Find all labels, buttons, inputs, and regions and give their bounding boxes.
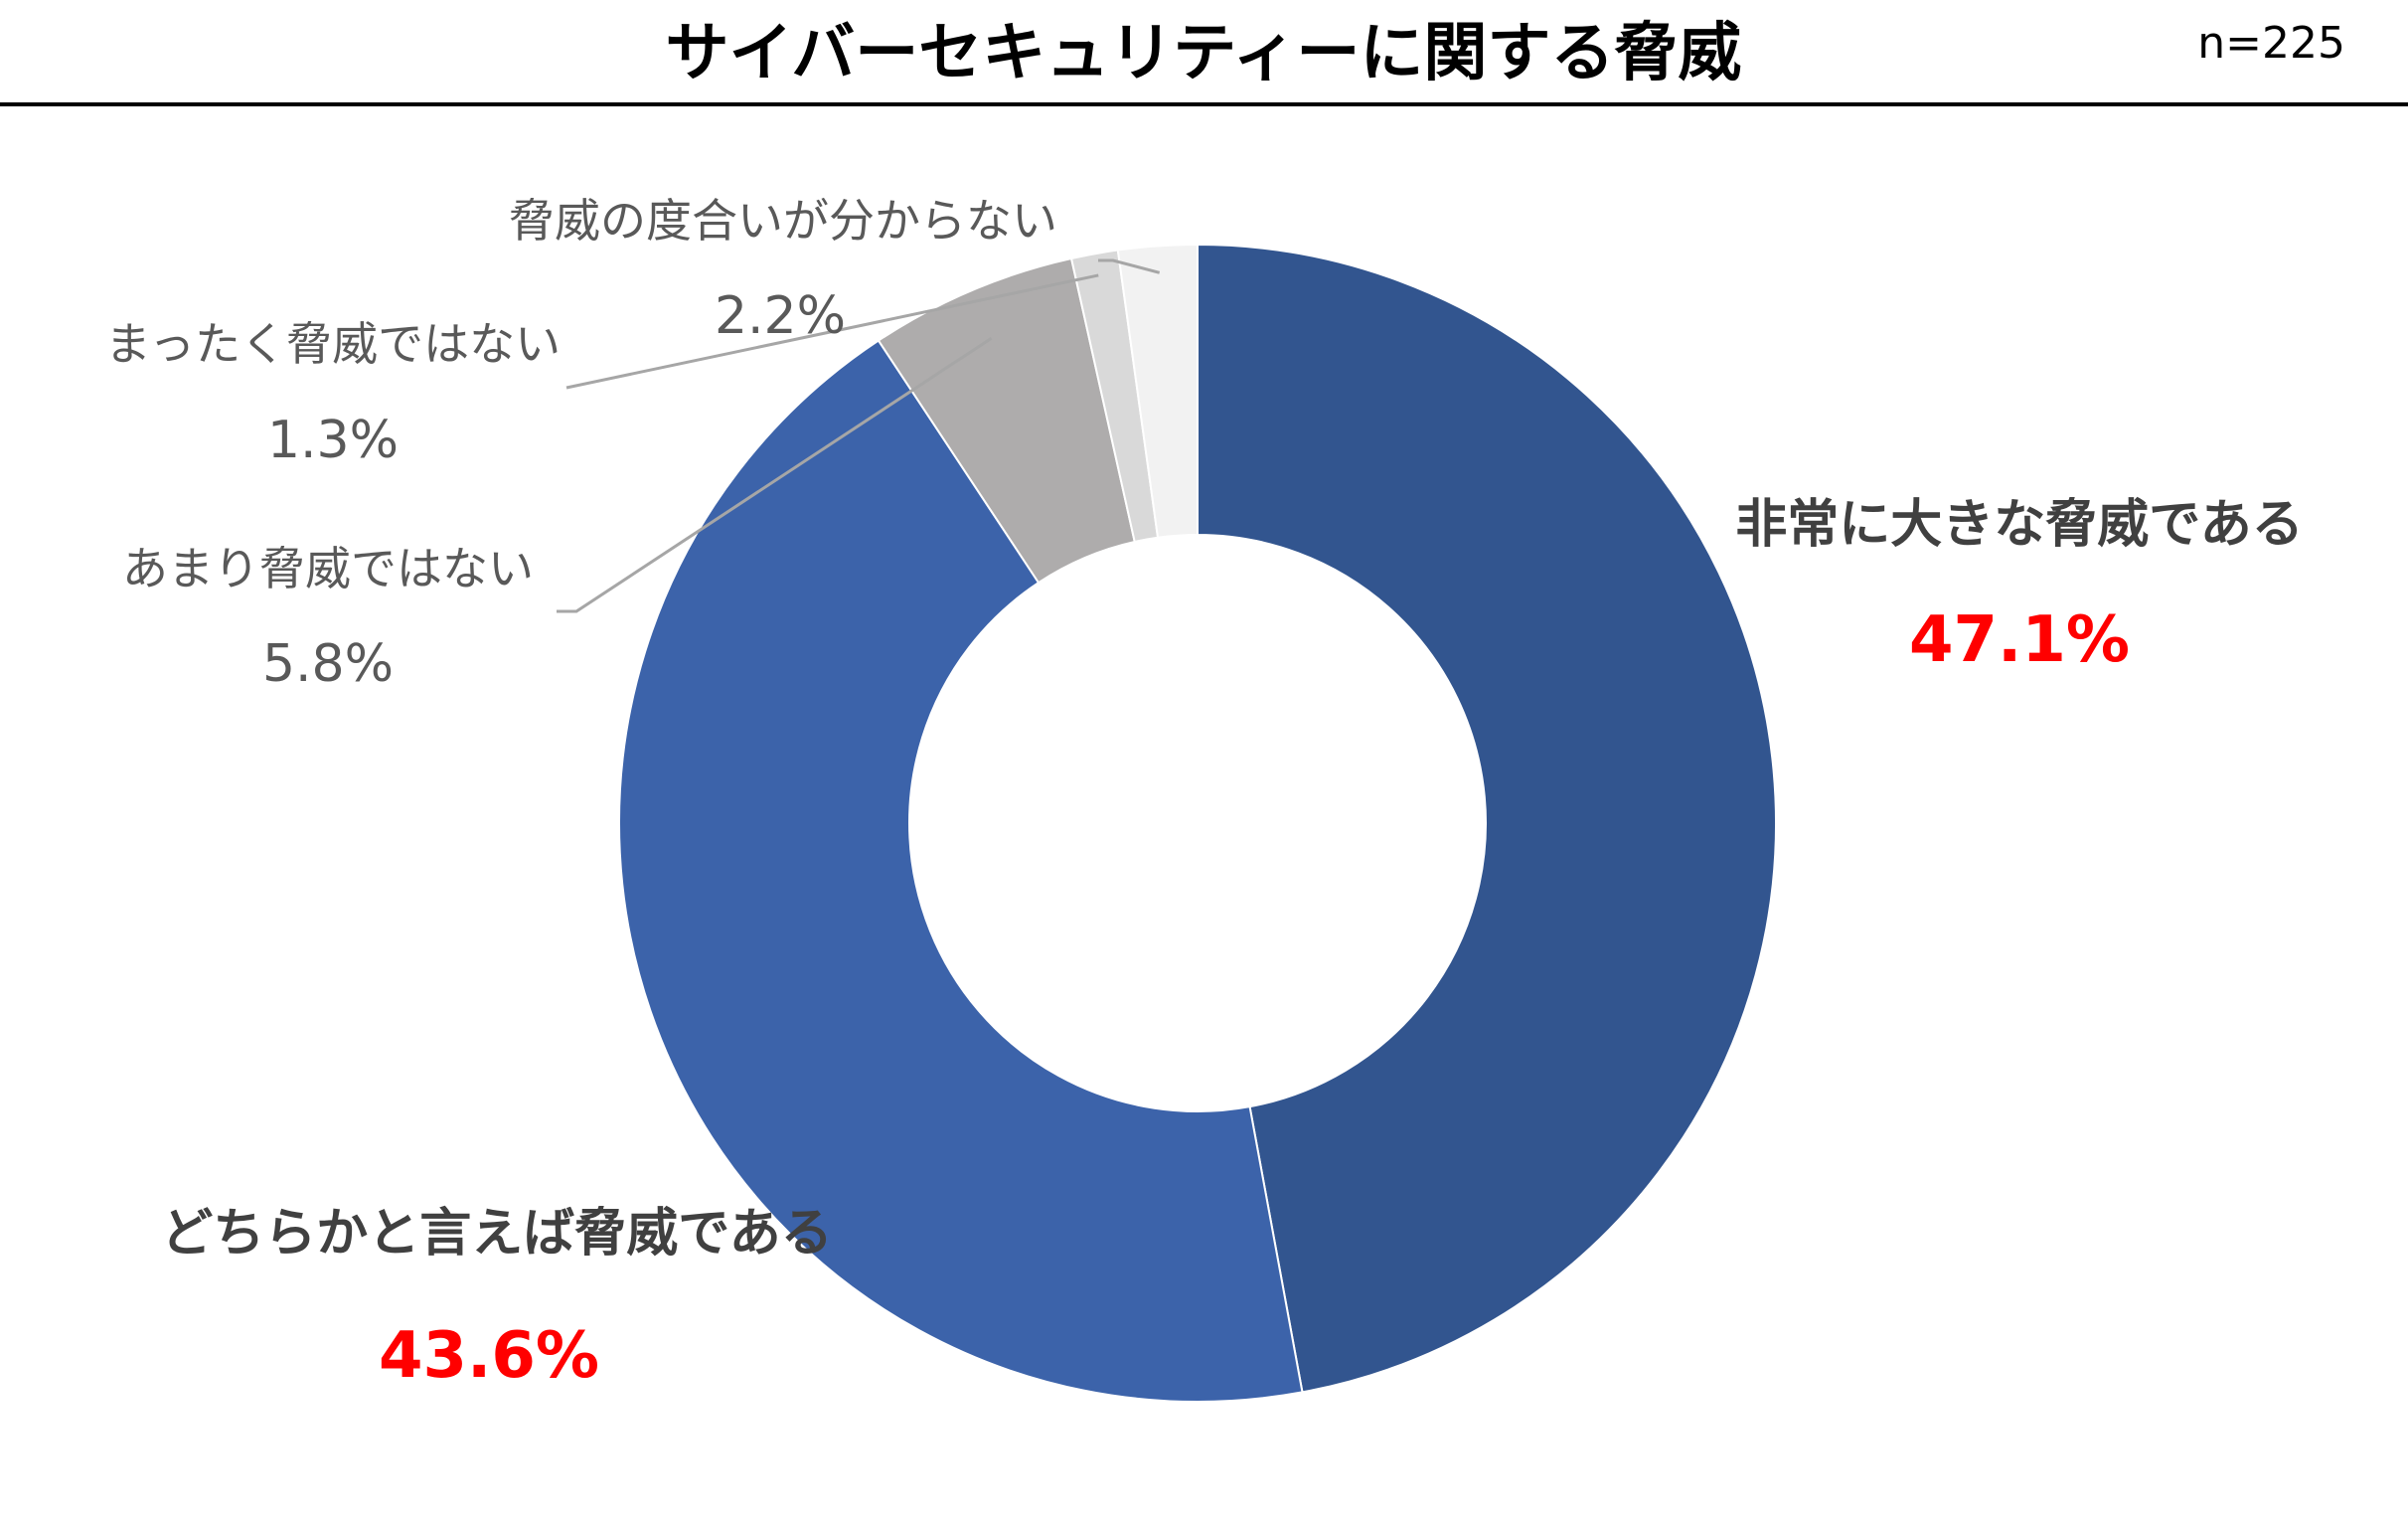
leader-line-3 <box>565 273 1099 390</box>
donut-slice-4 <box>1116 243 1199 539</box>
slice-percent-4: 2.2% <box>715 286 846 346</box>
leader-line-2 <box>557 337 993 613</box>
donut-slice-0 <box>1197 243 1777 1394</box>
leader-lines <box>557 258 1161 613</box>
donut-slices <box>618 243 1777 1403</box>
sample-size: n=225 <box>2197 18 2345 69</box>
slice-label-0: 非常に大きな脅威である <box>1735 495 2303 555</box>
slice-percent-2: 5.8% <box>262 634 394 694</box>
chart-title: サイバーセキュリティーに関する脅威 <box>666 17 1742 90</box>
slice-percent-1: 43.6% <box>379 1319 599 1393</box>
slice-labels: 非常に大きな脅威である 47.1% どちらかと言えば脅威である 43.6% あまり脅威で… <box>105 194 2304 1393</box>
slice-label-4: 脅威の度合いが分からない <box>509 194 1057 248</box>
slice-percent-0: 47.1% <box>1909 603 2130 677</box>
slice-percent-3: 1.3% <box>267 411 399 470</box>
slice-label-3: まったく脅威ではない <box>105 317 561 371</box>
slice-label-1: どちらかと言えば脅威である <box>161 1204 832 1264</box>
slice-label-2: あまり脅威ではない <box>122 542 534 595</box>
leader-line-4 <box>1098 258 1161 274</box>
donut-slice-1 <box>618 339 1304 1403</box>
